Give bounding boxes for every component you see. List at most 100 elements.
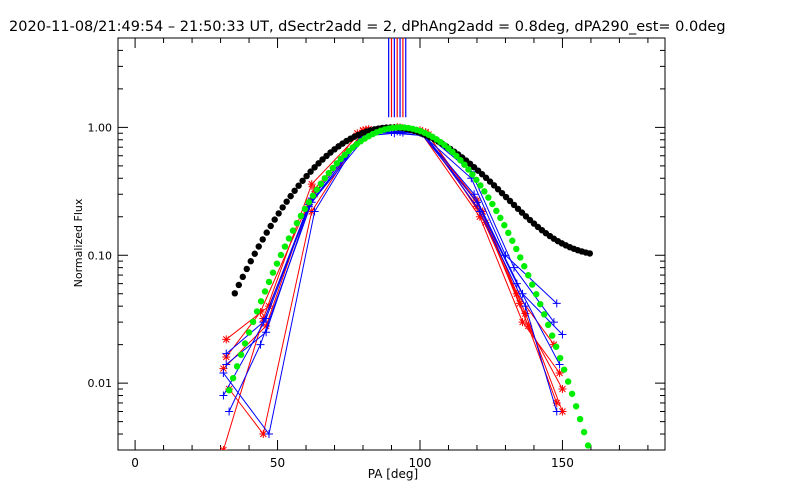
series-green-model <box>225 124 592 449</box>
plus-marker <box>552 407 561 416</box>
model-dot <box>537 300 544 308</box>
model-dot <box>233 363 241 370</box>
series-line <box>225 131 555 365</box>
model-dot <box>494 186 502 193</box>
x-axis-label: PA [deg] <box>368 467 418 481</box>
model-dot <box>449 148 456 156</box>
model-dot <box>259 236 266 243</box>
model-dot <box>486 178 494 185</box>
model-dot <box>521 263 528 270</box>
data-series <box>219 38 593 450</box>
plus-marker <box>512 279 521 288</box>
plus-marker <box>470 190 479 199</box>
plus-marker <box>225 407 234 416</box>
model-dot <box>465 166 472 173</box>
model-dot <box>568 390 576 397</box>
asterisk-marker <box>518 318 527 327</box>
model-dot <box>245 329 253 336</box>
model-dot <box>251 250 258 257</box>
model-dot <box>341 151 348 159</box>
model-dot <box>490 182 498 189</box>
model-dot <box>275 210 282 217</box>
model-dot <box>506 197 514 205</box>
model-dot <box>317 180 325 188</box>
x-tick-label: 150 <box>551 456 574 470</box>
model-dot <box>299 177 306 184</box>
model-dot <box>501 222 508 229</box>
asterisk-marker <box>222 335 231 344</box>
model-dot <box>271 216 278 223</box>
model-dot <box>337 155 344 163</box>
model-dot <box>529 281 536 288</box>
model-dot <box>533 291 540 298</box>
model-dot <box>586 250 593 257</box>
asterisk-marker <box>555 369 564 378</box>
y-axis-label: Normalized Flux <box>72 198 85 287</box>
model-dot <box>237 351 245 358</box>
series-blue-1 <box>219 127 561 400</box>
series-line <box>223 127 561 374</box>
plus-marker <box>259 318 268 327</box>
asterisk-marker <box>552 398 561 407</box>
model-dot <box>517 254 524 261</box>
series-blue-5 <box>222 128 558 369</box>
asterisk-marker <box>521 309 530 318</box>
plus-marker <box>310 207 319 216</box>
asterisk-marker <box>307 180 316 189</box>
plus-marker <box>521 302 530 311</box>
x-tick-label: 100 <box>409 456 432 470</box>
model-dot <box>311 164 318 171</box>
model-dot <box>243 265 250 273</box>
model-dot <box>548 332 556 339</box>
asterisk-marker <box>558 407 567 416</box>
asterisk-marker <box>219 446 228 450</box>
asterisk-marker <box>512 289 521 298</box>
series-red-5 <box>222 123 567 393</box>
model-dot <box>269 269 277 276</box>
model-dot <box>513 245 520 253</box>
model-dot <box>313 186 321 193</box>
model-dot <box>225 387 233 394</box>
model-dot <box>477 182 484 189</box>
model-dot <box>287 192 294 200</box>
model-dot <box>297 212 305 220</box>
series-line <box>222 126 558 450</box>
model-dot <box>293 219 301 227</box>
plus-marker <box>264 430 273 439</box>
series-line <box>225 126 563 412</box>
model-dot <box>333 160 340 167</box>
model-dot <box>329 164 337 172</box>
plus-marker <box>555 360 564 369</box>
model-dot <box>564 378 572 385</box>
y-tick-label: 0.10 <box>88 249 113 262</box>
model-dot <box>273 260 281 267</box>
asterisk-marker <box>524 321 533 330</box>
plus-marker <box>219 391 228 400</box>
model-dot <box>498 189 506 197</box>
asterisk-marker <box>262 321 271 330</box>
model-dot <box>580 428 588 436</box>
asterisk-marker <box>558 384 567 393</box>
plus-marker <box>549 318 558 327</box>
model-dot <box>505 229 512 237</box>
model-dot <box>315 160 322 167</box>
plot-area <box>219 38 593 450</box>
model-dot <box>560 366 568 373</box>
x-tick-label: 50 <box>270 456 285 470</box>
model-dot <box>301 205 309 213</box>
axis-ticks: 0 50 100 150 0.01 0.10 1.00 <box>88 37 665 470</box>
asterisk-marker <box>472 202 481 211</box>
model-dot <box>576 415 584 423</box>
series-black-model <box>231 124 593 297</box>
model-dot <box>461 161 468 168</box>
model-dot <box>235 281 242 289</box>
model-dot <box>485 194 492 201</box>
model-dot <box>303 172 310 180</box>
chart-title: 2020-11-08/21:49:54 – 21:50:33 UT, dSect… <box>9 19 726 35</box>
model-dot <box>510 201 518 209</box>
model-dot <box>281 243 289 250</box>
model-dot <box>509 237 516 244</box>
series-line <box>225 126 563 390</box>
model-dot <box>253 308 261 315</box>
